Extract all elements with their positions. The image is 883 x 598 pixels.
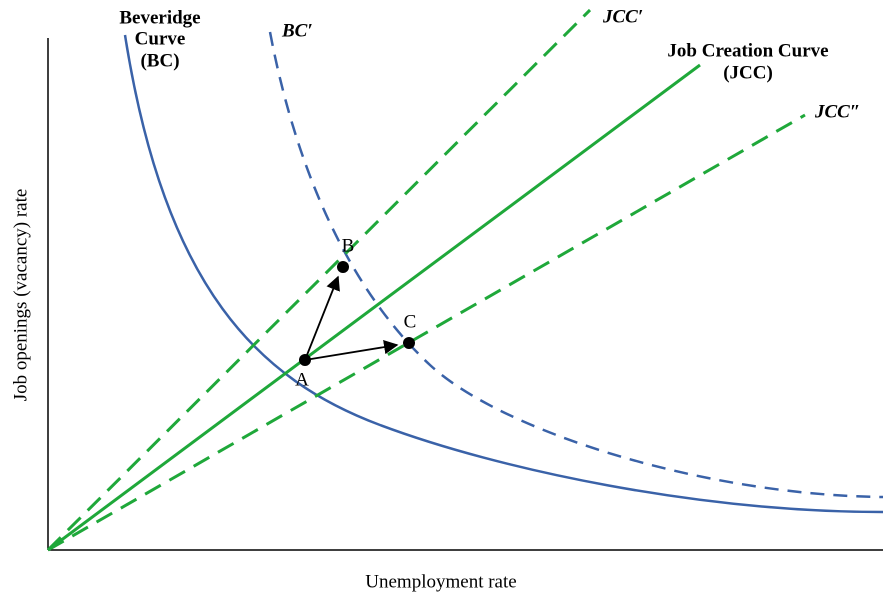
point-label: C bbox=[404, 311, 417, 332]
point-b bbox=[337, 261, 349, 273]
arrow-ac bbox=[304, 339, 399, 361]
label: Curve bbox=[135, 28, 186, 49]
label: (JCC) bbox=[723, 62, 773, 83]
jcc-prime-line bbox=[46, 8, 592, 552]
point-label: B bbox=[342, 235, 355, 256]
bc-prime-curve bbox=[268, 31, 883, 499]
point-label: A bbox=[295, 369, 309, 390]
jcc-line bbox=[47, 63, 701, 552]
arrow-ab bbox=[304, 275, 340, 361]
y-axis-label: Job openings (vacancy) rate bbox=[10, 189, 31, 402]
label: Beveridge bbox=[119, 7, 200, 28]
label: (BC) bbox=[140, 50, 179, 71]
label: JCC″ bbox=[814, 101, 860, 122]
bc-curve bbox=[123, 34, 883, 514]
point-a bbox=[299, 354, 311, 366]
x-axis-label: Unemployment rate bbox=[365, 571, 516, 592]
label: BC′ bbox=[281, 20, 313, 41]
label: JCC′ bbox=[602, 6, 643, 27]
jcc-double-prime-line bbox=[47, 113, 806, 552]
label: Job Creation Curve bbox=[667, 40, 828, 61]
point-c bbox=[403, 337, 415, 349]
